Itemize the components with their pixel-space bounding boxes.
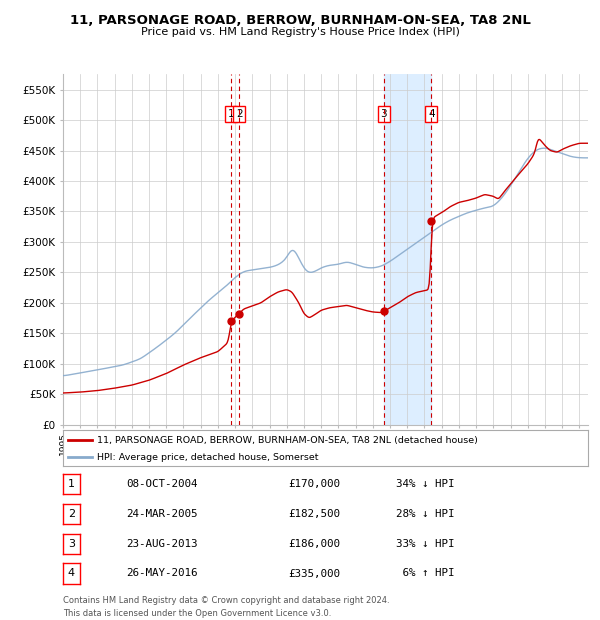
Text: 33% ↓ HPI: 33% ↓ HPI — [396, 539, 455, 549]
Text: 3: 3 — [380, 109, 387, 119]
Text: £170,000: £170,000 — [288, 479, 340, 489]
Bar — [384, 74, 431, 425]
Text: £182,500: £182,500 — [288, 509, 340, 519]
Text: 2: 2 — [236, 109, 242, 119]
Text: Contains HM Land Registry data © Crown copyright and database right 2024.: Contains HM Land Registry data © Crown c… — [63, 596, 389, 605]
Text: Price paid vs. HM Land Registry's House Price Index (HPI): Price paid vs. HM Land Registry's House … — [140, 27, 460, 37]
Text: 11, PARSONAGE ROAD, BERROW, BURNHAM-ON-SEA, TA8 2NL: 11, PARSONAGE ROAD, BERROW, BURNHAM-ON-S… — [70, 14, 530, 27]
Text: This data is licensed under the Open Government Licence v3.0.: This data is licensed under the Open Gov… — [63, 609, 331, 619]
Text: HPI: Average price, detached house, Somerset: HPI: Average price, detached house, Some… — [97, 453, 319, 462]
Text: 26-MAY-2016: 26-MAY-2016 — [126, 569, 197, 578]
Text: 3: 3 — [68, 539, 75, 549]
Text: 2: 2 — [68, 509, 75, 519]
Text: 4: 4 — [428, 109, 434, 119]
Text: 34% ↓ HPI: 34% ↓ HPI — [396, 479, 455, 489]
Text: 24-MAR-2005: 24-MAR-2005 — [126, 509, 197, 519]
Text: £335,000: £335,000 — [288, 569, 340, 578]
Text: 1: 1 — [68, 479, 75, 489]
Text: 1: 1 — [228, 109, 235, 119]
Text: 4: 4 — [68, 569, 75, 578]
Text: 08-OCT-2004: 08-OCT-2004 — [126, 479, 197, 489]
Text: 23-AUG-2013: 23-AUG-2013 — [126, 539, 197, 549]
Text: 28% ↓ HPI: 28% ↓ HPI — [396, 509, 455, 519]
Text: £186,000: £186,000 — [288, 539, 340, 549]
Text: 11, PARSONAGE ROAD, BERROW, BURNHAM-ON-SEA, TA8 2NL (detached house): 11, PARSONAGE ROAD, BERROW, BURNHAM-ON-S… — [97, 436, 478, 445]
Text: 6% ↑ HPI: 6% ↑ HPI — [396, 569, 455, 578]
